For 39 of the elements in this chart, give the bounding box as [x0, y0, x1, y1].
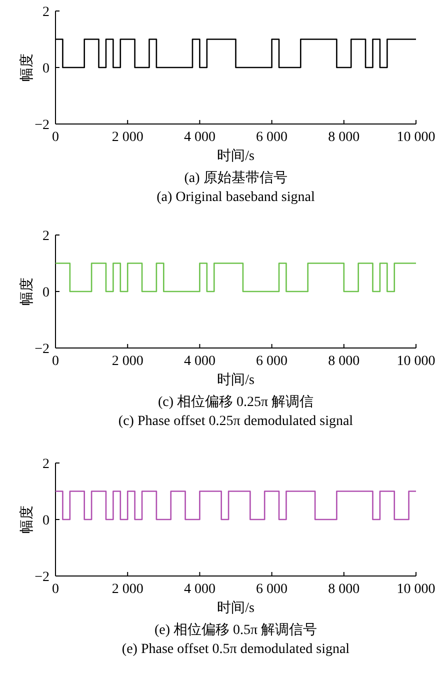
x-tick-label: 4 000: [184, 354, 216, 369]
x-tick-label: 10 000: [396, 130, 436, 145]
x-tick-label: 10 000: [396, 582, 436, 597]
x-axis-title: 时间/s: [217, 600, 254, 616]
x-tick-label: 0: [52, 130, 59, 145]
x-tick-label: 8 000: [328, 130, 360, 145]
y-tick-label: 0: [42, 514, 50, 528]
x-axis-title: 时间/s: [217, 372, 254, 388]
x-tick-label: 8 000: [328, 354, 360, 369]
y-tick-label: −2: [34, 342, 50, 357]
text: (e) 相位偏移 0.5π 解调信号: [154, 622, 318, 638]
x-tick-label: 2 000: [112, 354, 144, 369]
text: (c) 相位偏移 0.25π 解调信: [158, 394, 314, 410]
y-tick-label: −2: [34, 118, 50, 133]
y-axis-title: 幅度: [19, 54, 35, 82]
x-tick-label: 10 000: [396, 354, 436, 369]
y-axis-title: 幅度: [19, 278, 35, 306]
text: (c) Phase offset 0.25π demodulated signal: [118, 414, 354, 429]
x-tick-label: 2 000: [112, 582, 144, 597]
x-tick-label: 2 000: [112, 130, 144, 145]
y-tick-label: 0: [42, 62, 50, 76]
y-tick-label: 2: [42, 457, 50, 472]
x-tick-label: 4 000: [184, 130, 216, 145]
x-tick-label: 0: [52, 582, 59, 597]
text: (a) 原始基带信号: [184, 170, 288, 186]
text: (e) Phase offset 0.5π demodulated signal: [122, 642, 350, 657]
x-tick-label: 8 000: [328, 582, 360, 597]
text: (a) Original baseband signal: [156, 190, 315, 205]
x-tick-label: 6 000: [256, 354, 288, 369]
y-tick-label: 0: [42, 286, 50, 300]
x-tick-label: 0: [52, 354, 59, 369]
x-tick-label: 4 000: [184, 582, 216, 597]
y-tick-label: 2: [42, 229, 50, 244]
y-tick-label: 2: [42, 5, 50, 20]
x-tick-label: 6 000: [256, 582, 288, 597]
y-tick-label: −2: [34, 570, 50, 585]
x-tick-label: 6 000: [256, 130, 288, 145]
y-axis-title: 幅度: [19, 506, 35, 534]
x-axis-title: 时间/s: [217, 148, 254, 164]
